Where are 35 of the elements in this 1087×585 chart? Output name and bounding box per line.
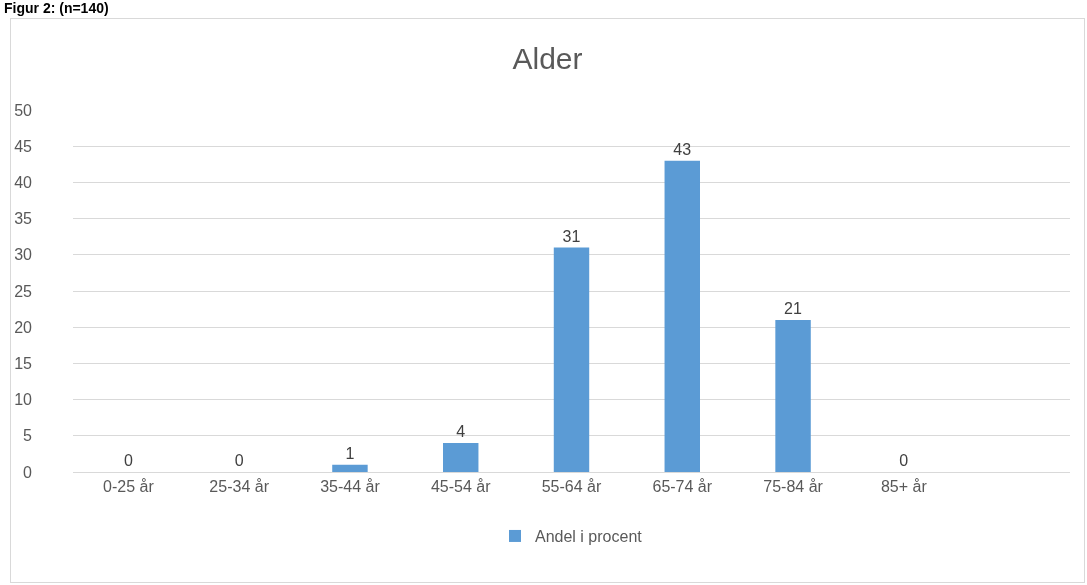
y-tick-label: 5 [23,427,33,445]
y-tick-label: 35 [14,210,33,228]
x-tick-label: 65-74 år [652,478,713,496]
data-label: 0 [234,452,244,469]
data-label: 0 [123,452,133,469]
y-tick-label: 40 [14,174,33,191]
data-label: 1 [345,444,355,462]
data-label: 4 [456,423,466,441]
x-tick-label: 85+ år [880,478,928,496]
legend-label: Andel i procent [535,528,643,546]
data-label: 21 [784,299,802,317]
data-label: 0 [899,452,909,469]
bar [553,247,590,472]
y-tick-label: 15 [14,355,33,372]
y-tick-label: 30 [14,246,33,264]
x-tick-label: 0-25 år [103,478,155,496]
text: Figur 2: (n=140) [4,0,109,16]
x-tick-label: 55-64 år [541,478,602,496]
y-tick-label: 50 [14,101,33,119]
y-tick-label: 0 [23,463,33,481]
x-tick-label: 75-84 år [763,478,824,496]
x-tick-label: 25-34 år [209,478,270,496]
data-label: 31 [562,227,581,245]
y-tick-label: 25 [14,282,33,300]
data-label: 43 [673,140,692,158]
x-tick-label: 45-54 år [430,478,492,496]
bar [443,443,479,472]
y-tick-label: 45 [14,137,33,155]
x-tick-label: 35-44 år [320,478,381,496]
bar [775,319,811,472]
chart-title: Alder [512,41,583,75]
bar [332,464,368,472]
y-tick-label: 20 [14,318,33,336]
bar [664,160,700,472]
y-tick-label: 10 [14,391,33,409]
